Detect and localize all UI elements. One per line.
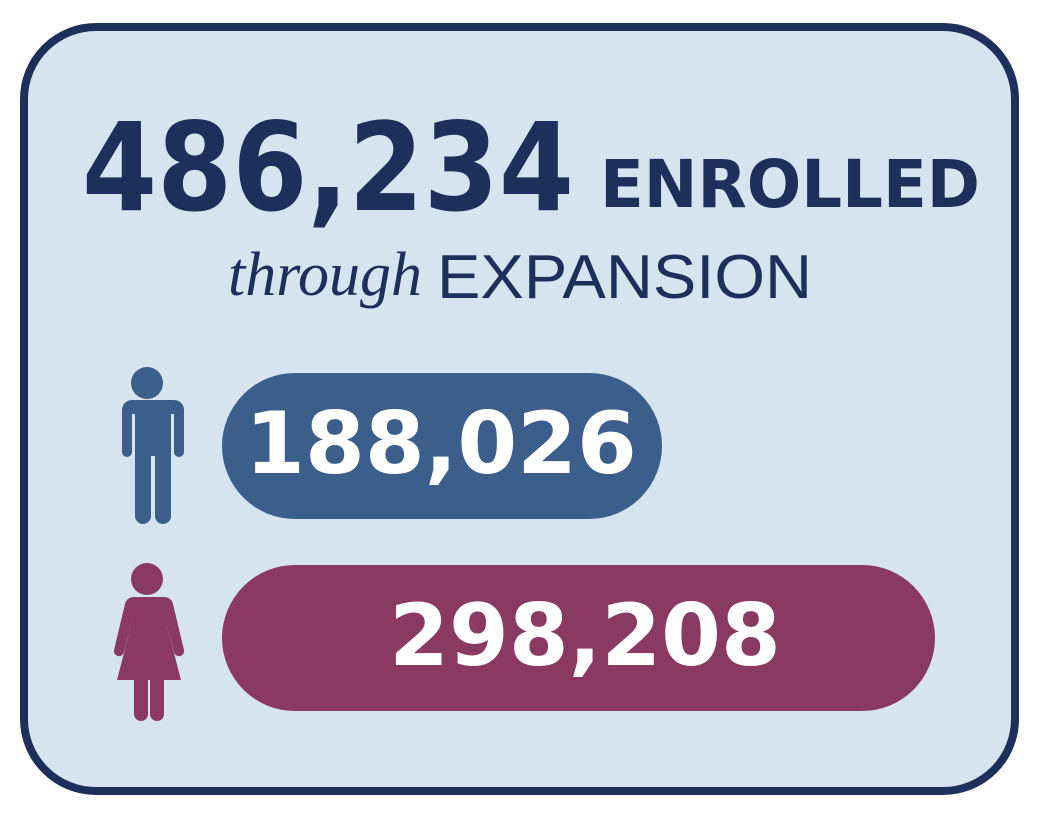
female-icon [113, 563, 185, 721]
male-count: 188,026 [245, 394, 637, 494]
expansion-label: EXPANSION [437, 243, 812, 312]
male-icon [120, 367, 184, 524]
total: 486,234 [82, 97, 574, 239]
female-bar [222, 565, 935, 711]
through-label: through [228, 241, 422, 309]
female-count: 298,208 [389, 586, 781, 686]
enrolled-label: ENROLLED [600, 146, 980, 223]
male-bar [222, 373, 662, 519]
